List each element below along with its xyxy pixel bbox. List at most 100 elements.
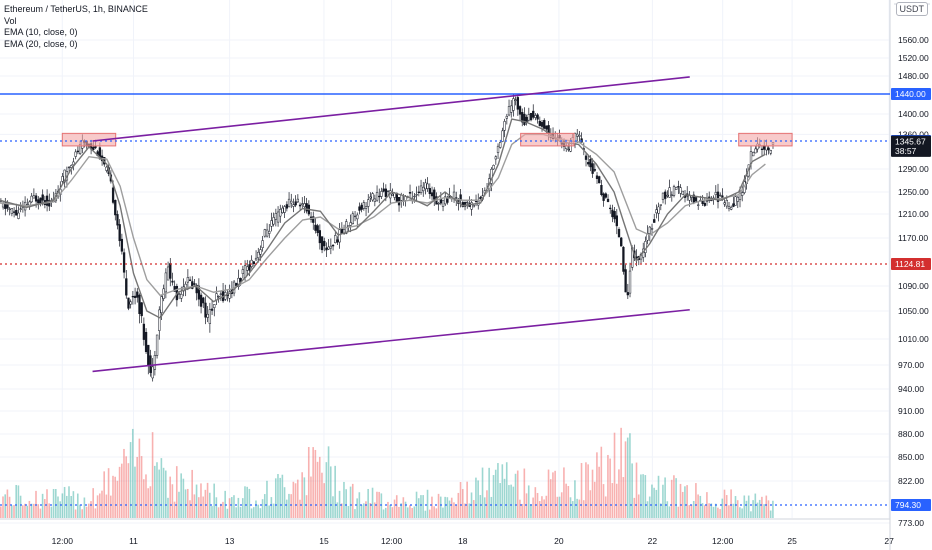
candle-body [587, 162, 590, 165]
volume-bar [642, 474, 644, 518]
candle-body [741, 192, 744, 196]
volume-bar [741, 508, 743, 518]
volume-bar [105, 494, 108, 518]
candle-body [422, 186, 425, 192]
volume-bar [448, 500, 451, 518]
volume-bar [175, 466, 178, 518]
candle-body [714, 192, 717, 195]
candle-body [358, 206, 361, 211]
candle-body [479, 197, 482, 199]
candle-body [576, 133, 579, 137]
volume-bar [169, 476, 171, 518]
volume-bar [354, 509, 356, 518]
volume-bar [699, 495, 702, 518]
volume-bar [721, 498, 724, 518]
volume-bar [52, 488, 55, 518]
currency-button[interactable]: USDT [895, 2, 928, 16]
volume-bar [301, 472, 303, 518]
volume-bar [719, 509, 721, 518]
candle-body [393, 193, 396, 198]
volume-bar [365, 501, 367, 518]
candle-body [760, 148, 764, 150]
y-tick-label: 1480.00 [898, 71, 929, 81]
candle-body [598, 176, 601, 184]
volume-bar [558, 496, 561, 518]
candle-body [37, 199, 40, 204]
volume-bar [321, 472, 323, 518]
volume-bar [65, 495, 68, 518]
volume-bar [235, 507, 237, 518]
volume-bar [2, 496, 4, 518]
candle-body [177, 293, 181, 295]
candle-body [534, 115, 537, 118]
volume-bar [739, 507, 741, 518]
volume-bar [345, 489, 347, 518]
volume-bar [450, 497, 453, 518]
volume-bar [459, 481, 462, 518]
volume-bar [750, 511, 752, 518]
candle-body [334, 235, 337, 243]
candle-body [514, 99, 517, 101]
volume-bar [279, 477, 281, 518]
candle-body [413, 195, 416, 198]
candle-body [360, 204, 363, 210]
candle-body [147, 344, 150, 366]
x-tick-label: 12:00 [712, 536, 734, 546]
volume-bar [644, 475, 647, 518]
volume-bar [338, 490, 341, 518]
candle-body [727, 205, 731, 209]
volume-bar [314, 449, 317, 518]
y-tick-label: 1560.00 [898, 35, 929, 45]
volume-bar [772, 500, 774, 518]
highlight-zone [61, 132, 117, 147]
candle-body [314, 224, 317, 231]
candle-body [114, 200, 117, 216]
candle-body [437, 203, 440, 205]
candle-body [591, 163, 594, 174]
volume-bar [294, 483, 297, 518]
candle-body [180, 294, 183, 299]
x-tick-label: 25 [787, 536, 797, 546]
candle-body [367, 199, 370, 207]
candle-body [129, 301, 132, 305]
volume-bar [657, 475, 660, 518]
volume-bar [30, 503, 33, 518]
candle-body [171, 280, 174, 283]
candle-body [730, 207, 733, 210]
volume-bar [637, 494, 640, 518]
volume-bar [389, 504, 391, 518]
volume-bar [747, 495, 750, 518]
volume-bar [288, 493, 290, 518]
candle-body [510, 105, 513, 113]
candle-body [259, 249, 262, 255]
candle-body [72, 161, 75, 165]
y-tick-label: 880.00 [898, 429, 924, 439]
candle-body [210, 308, 214, 311]
candle-body [697, 204, 700, 206]
volume-bar [277, 474, 279, 518]
candle-body [408, 192, 412, 194]
candle-body [158, 309, 161, 331]
volume-bar [437, 493, 440, 518]
volume-bar [446, 497, 449, 518]
volume-bar [283, 487, 286, 518]
volume-bar [684, 486, 686, 518]
volume-bar [384, 507, 387, 518]
volume-bar [248, 488, 251, 518]
volume-bar [63, 486, 66, 518]
volume-bar [626, 437, 629, 518]
volume-bar [653, 487, 655, 518]
candle-body [719, 194, 722, 197]
volume-bar [499, 483, 501, 518]
volume-bar [662, 484, 664, 518]
volume-bar [556, 496, 559, 518]
candle-body [353, 215, 357, 218]
volume-bar [241, 498, 244, 518]
volume-bar [486, 490, 488, 518]
candle-body [127, 297, 130, 309]
candle-body [492, 165, 495, 170]
candle-body [543, 120, 546, 129]
volume-bar [763, 504, 765, 518]
volume-bar [173, 501, 176, 518]
